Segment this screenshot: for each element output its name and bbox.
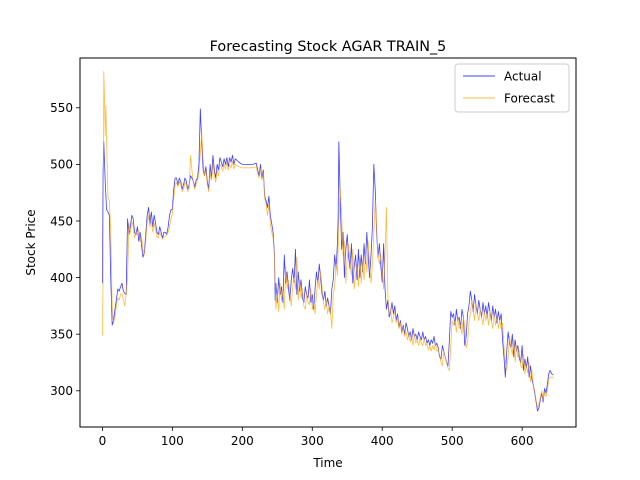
plot-area-frame	[79, 57, 577, 428]
legend: Actual Forecast	[454, 63, 570, 113]
x-tick-label: 0	[99, 434, 107, 448]
legend-label-actual: Actual	[504, 70, 542, 84]
chart-title: Forecasting Stock AGAR TRAIN_5	[210, 39, 447, 55]
x-tick-label: 200	[231, 434, 254, 448]
x-tick-label: 400	[371, 434, 394, 448]
y-tick-label: 550	[50, 101, 73, 115]
y-tick-label: 400	[50, 271, 73, 285]
x-tick-label: 600	[511, 434, 534, 448]
y-tick-label: 300	[50, 384, 73, 398]
x-axis-label: Time	[312, 456, 342, 470]
series-line-forecast	[101, 71, 554, 409]
y-tick-label: 500	[50, 158, 73, 172]
x-tick-label: 500	[441, 434, 464, 448]
x-axis-ticks: 0 100 200 300 400 500 600	[99, 427, 534, 448]
legend-label-forecast: Forecast	[504, 92, 555, 106]
x-tick-label: 100	[161, 434, 184, 448]
x-tick-label: 300	[301, 434, 324, 448]
y-tick-label: 450	[50, 214, 73, 228]
y-axis-label: Stock Price	[24, 209, 38, 275]
y-tick-label: 350	[50, 327, 73, 341]
series-layer	[101, 71, 554, 412]
y-axis-ticks: 300 350 400 450 500 550	[50, 101, 80, 398]
series-line-actual	[101, 108, 554, 412]
